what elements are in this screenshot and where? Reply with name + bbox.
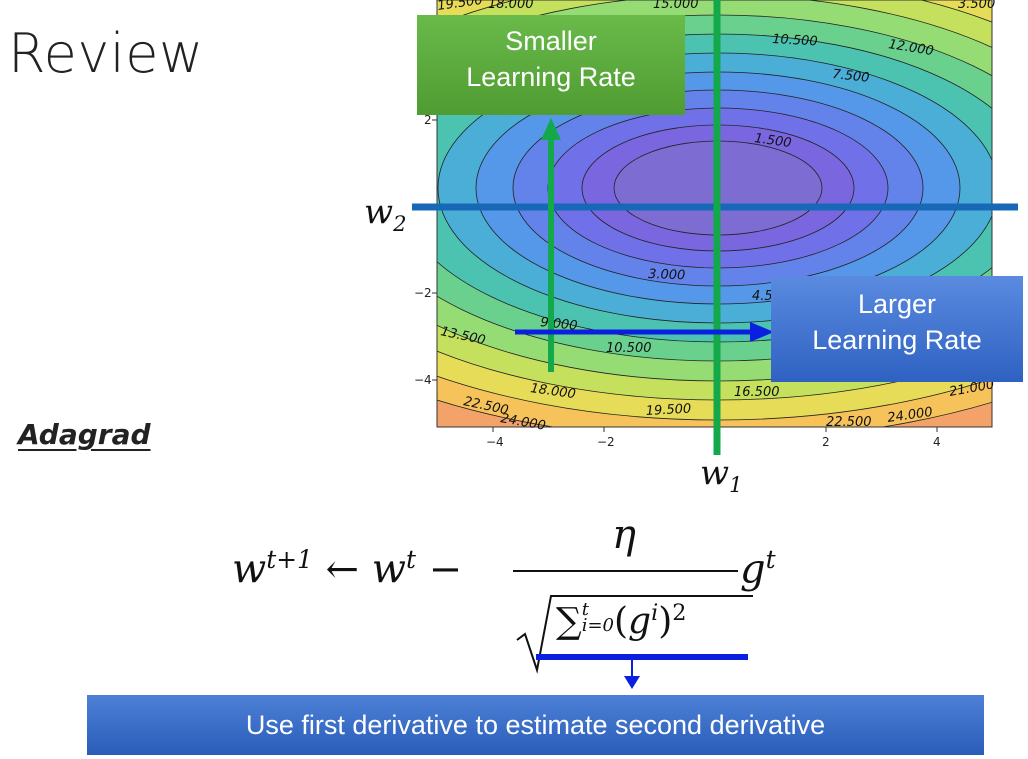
eta-numerator: η — [612, 512, 636, 558]
larger-label-line1: Larger — [857, 289, 937, 319]
x-tick-label: −2 — [597, 435, 615, 449]
blue-arrow-head — [750, 322, 774, 342]
contour-label: 16.500 — [734, 385, 780, 400]
contour-label: 1.500 — [753, 131, 792, 151]
contour-label: 12.000 — [887, 37, 934, 59]
contour-label: 3.000 — [648, 267, 686, 283]
slide-title: Review — [8, 22, 204, 85]
update-formula-lhs: wt+1 ← wt − — [232, 545, 463, 593]
sum-denominator: ∑ t i=0 (gi)2 — [556, 599, 687, 642]
larger-learning-rate-box: Larger Learning Rate — [771, 276, 1023, 382]
contour-label: 10.500 — [772, 32, 818, 49]
y-tick-label: 2 — [424, 113, 432, 127]
w2-axis-label: w2 — [364, 192, 407, 236]
contour-label: 22.500 — [826, 415, 872, 430]
contour-label: 18.000 — [488, 0, 534, 12]
contour-label: 19.500 — [645, 402, 691, 419]
note-box: Use first derivative to estimate second … — [87, 695, 984, 755]
contour-label: 24.000 — [886, 405, 933, 426]
contour-label: 15.000 — [653, 0, 699, 12]
sqrt-symbol — [516, 595, 753, 674]
contour-label: 10.500 — [606, 341, 652, 356]
smaller-label-line1: Smaller — [505, 26, 597, 56]
smaller-learning-rate-box: Smaller Learning Rate — [417, 15, 685, 115]
w1-axis-label: w1 — [700, 453, 743, 497]
down-arrow-head — [624, 676, 640, 689]
green-arrow-head — [541, 118, 561, 140]
fraction-bar — [513, 570, 738, 572]
contour-label: 4.5 — [752, 289, 773, 304]
method-label: Adagrad — [18, 418, 151, 451]
g-term: gt — [740, 545, 776, 593]
y-tick-label: −4 — [414, 373, 432, 387]
contour-label: 3.500 — [958, 0, 995, 12]
x-tick-label: −4 — [486, 435, 504, 449]
x-tick-label: 2 — [822, 435, 830, 449]
contour-label: 18.000 — [529, 381, 576, 402]
smaller-label-line2: Learning Rate — [466, 62, 636, 92]
y-tick-label: −2 — [414, 286, 432, 300]
x-tick-label: 4 — [933, 435, 941, 449]
contour-label: 7.500 — [832, 67, 871, 86]
larger-label-line2: Learning Rate — [812, 325, 982, 355]
down-arrow-shaft — [631, 660, 633, 680]
denominator-underline — [536, 654, 748, 660]
